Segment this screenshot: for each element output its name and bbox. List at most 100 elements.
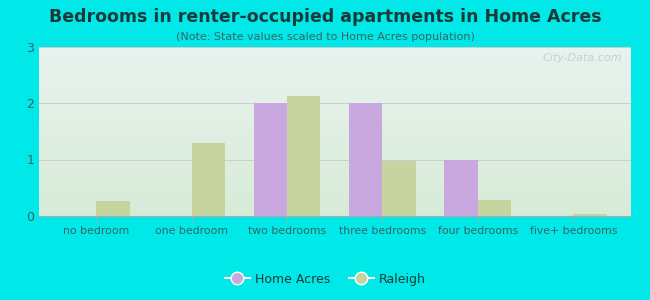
Bar [39, 199, 630, 201]
Bar [39, 146, 630, 148]
Bar [254, 103, 287, 216]
Bar [39, 111, 630, 112]
Bar [39, 91, 630, 92]
Bar [39, 209, 630, 211]
Bar [96, 201, 129, 216]
Bar [39, 101, 630, 102]
Bar [349, 103, 382, 216]
Bar [39, 157, 630, 158]
Legend: Home Acres, Raleigh: Home Acres, Raleigh [220, 268, 430, 291]
Bar [39, 138, 630, 140]
Bar [39, 46, 630, 48]
Bar [39, 68, 630, 70]
Bar [39, 202, 630, 204]
Bar [39, 152, 630, 153]
Bar [39, 196, 630, 197]
Bar [39, 206, 630, 208]
Bar [39, 85, 630, 87]
Bar [39, 55, 630, 57]
Bar [39, 204, 630, 206]
Bar [39, 213, 630, 214]
Bar [39, 79, 630, 80]
Bar [39, 53, 630, 55]
Bar [39, 180, 630, 182]
Bar [39, 96, 630, 97]
Bar [39, 153, 630, 155]
Bar [39, 74, 630, 75]
Bar [39, 118, 630, 119]
Bar [192, 142, 225, 216]
Bar [39, 158, 630, 160]
Bar [39, 62, 630, 63]
Bar [39, 145, 630, 146]
Bar [39, 131, 630, 133]
Bar [39, 121, 630, 123]
Bar [39, 48, 630, 50]
Bar [39, 214, 630, 216]
Bar [39, 165, 630, 167]
Bar [39, 87, 630, 89]
Bar [39, 89, 630, 91]
Bar [39, 63, 630, 65]
Bar [39, 141, 630, 143]
Bar [39, 190, 630, 192]
Bar [39, 119, 630, 121]
Bar [39, 67, 630, 68]
Bar [39, 128, 630, 130]
Bar [39, 187, 630, 189]
Bar [39, 211, 630, 213]
Text: (Note: State values scaled to Home Acres population): (Note: State values scaled to Home Acres… [176, 32, 474, 41]
Text: City-Data.com: City-Data.com [542, 53, 621, 63]
Bar [39, 70, 630, 72]
Bar [39, 112, 630, 114]
Bar [39, 84, 630, 85]
Bar [39, 135, 630, 136]
Bar [39, 77, 630, 79]
Bar [39, 162, 630, 164]
Bar [445, 160, 478, 216]
Bar [39, 57, 630, 59]
Bar [39, 116, 630, 118]
Bar [287, 96, 320, 216]
Bar [39, 143, 630, 145]
Bar [39, 172, 630, 174]
Bar [39, 114, 630, 116]
Bar [39, 133, 630, 135]
Bar [39, 94, 630, 96]
Bar [39, 72, 630, 74]
Bar [39, 182, 630, 184]
Bar [39, 136, 630, 138]
Bar [39, 60, 630, 62]
Bar [39, 164, 630, 165]
Bar [39, 123, 630, 124]
Bar [39, 189, 630, 190]
Bar [573, 214, 606, 216]
Bar [39, 201, 630, 203]
Bar [39, 109, 630, 111]
Bar [39, 192, 630, 194]
Bar [39, 126, 630, 128]
Bar [39, 167, 630, 169]
Bar [39, 177, 630, 179]
Bar [39, 75, 630, 77]
Bar [39, 194, 630, 196]
Bar [39, 160, 630, 162]
Bar [39, 50, 630, 52]
Bar [39, 52, 630, 53]
Bar [39, 155, 630, 157]
Bar [39, 92, 630, 94]
Bar [39, 175, 630, 177]
Bar [39, 58, 630, 60]
Bar [39, 150, 630, 152]
Bar [39, 208, 630, 209]
Bar [39, 140, 630, 141]
Bar [478, 200, 512, 216]
Bar [39, 97, 630, 99]
Bar [39, 197, 630, 199]
Bar [39, 179, 630, 180]
Bar [39, 185, 630, 187]
Bar [39, 124, 630, 126]
Bar [39, 174, 630, 175]
Bar [39, 65, 630, 67]
Bar [39, 80, 630, 82]
